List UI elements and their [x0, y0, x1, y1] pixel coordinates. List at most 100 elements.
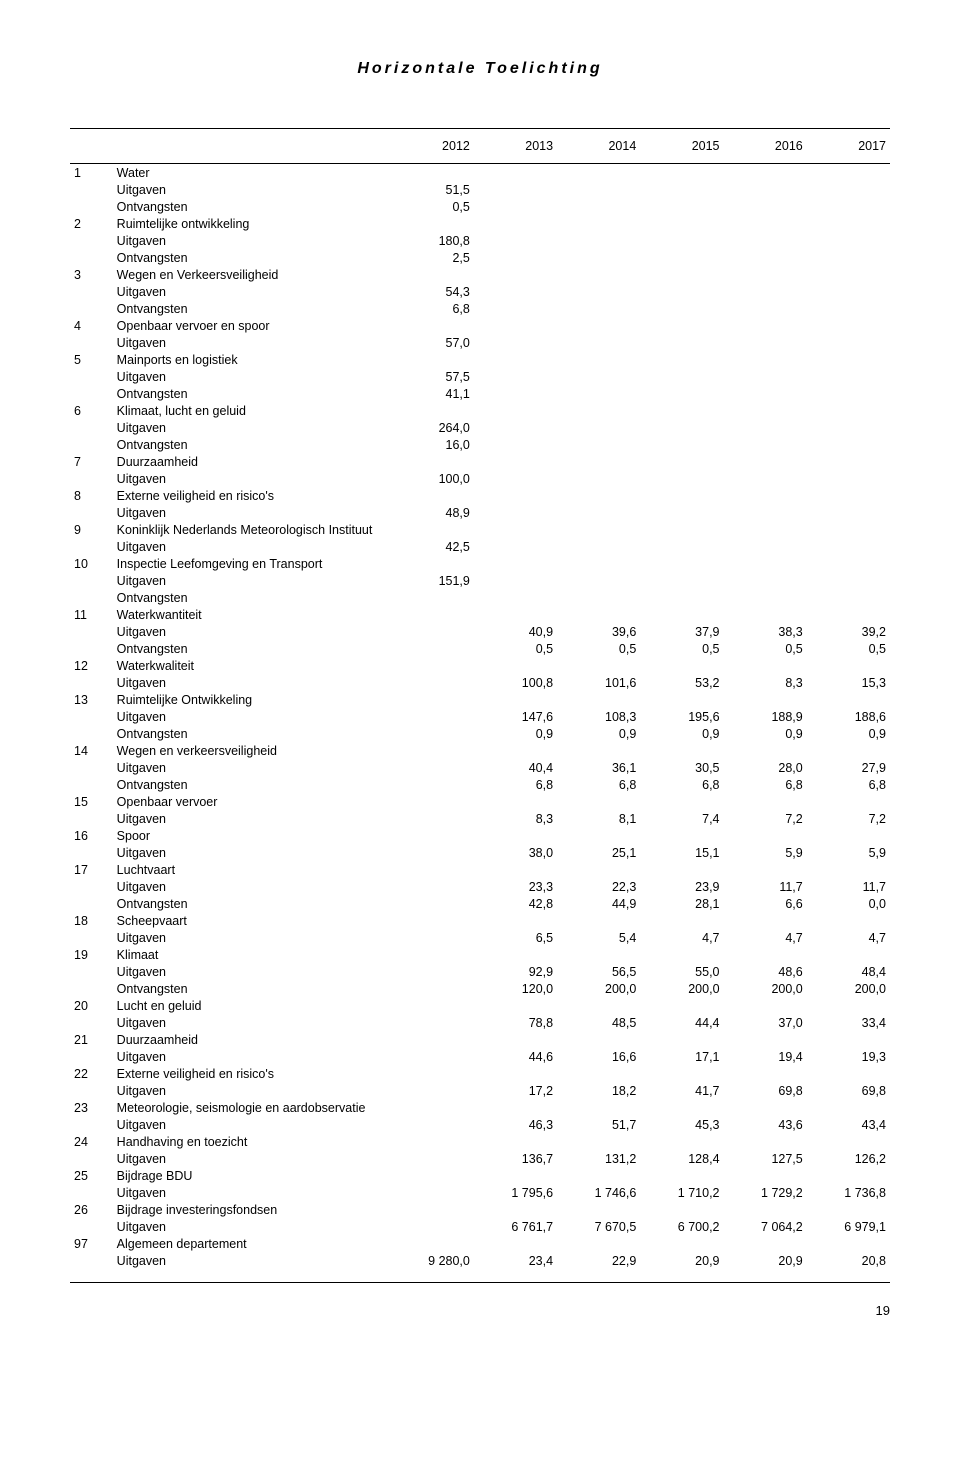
cell-value: 38,0 — [474, 844, 557, 861]
cell-value: 45,3 — [640, 1116, 723, 1133]
cell-value: 43,6 — [724, 1116, 807, 1133]
cell-value: 28,0 — [724, 759, 807, 776]
row-label: Ontvangsten — [113, 300, 391, 317]
cell-value — [474, 317, 557, 334]
cell-value: 0,9 — [724, 725, 807, 742]
cell-value — [807, 946, 890, 963]
cell-value — [391, 1167, 474, 1184]
cell-value — [557, 351, 640, 368]
row-number: 6 — [70, 402, 113, 419]
cell-value — [474, 997, 557, 1014]
cell-value — [640, 215, 723, 232]
cell-value: 39,2 — [807, 623, 890, 640]
table-row: Uitgaven147,6108,3195,6188,9188,6 — [70, 708, 890, 725]
row-number — [70, 198, 113, 215]
row-label: Uitgaven — [113, 929, 391, 946]
cell-value: 7,2 — [807, 810, 890, 827]
cell-value — [557, 1031, 640, 1048]
year-header: 2017 — [807, 129, 890, 164]
row-label: Openbaar vervoer — [113, 793, 391, 810]
row-label: Uitgaven — [113, 1116, 391, 1133]
cell-value — [640, 555, 723, 572]
cell-value: 38,3 — [724, 623, 807, 640]
cell-value: 20,8 — [807, 1252, 890, 1282]
cell-value: 0,9 — [474, 725, 557, 742]
cell-value — [474, 827, 557, 844]
row-label: Uitgaven — [113, 368, 391, 385]
table-row: Uitgaven136,7131,2128,4127,5126,2 — [70, 1150, 890, 1167]
cell-value: 195,6 — [640, 708, 723, 725]
cell-value — [474, 436, 557, 453]
row-label: Externe veiligheid en risico's — [113, 487, 391, 504]
row-label: Uitgaven — [113, 1014, 391, 1031]
row-label: Bijdrage investeringsfondsen — [113, 1201, 391, 1218]
cell-value — [474, 232, 557, 249]
table-row: 3Wegen en Verkeersveiligheid — [70, 266, 890, 283]
table-row: Ontvangsten6,86,86,86,86,8 — [70, 776, 890, 793]
table-row: 20Lucht en geluid — [70, 997, 890, 1014]
cell-value — [807, 334, 890, 351]
table-row: 1Water — [70, 164, 890, 182]
cell-value: 6,8 — [724, 776, 807, 793]
cell-value — [391, 980, 474, 997]
cell-value — [807, 181, 890, 198]
cell-value — [807, 266, 890, 283]
cell-value — [557, 521, 640, 538]
cell-value: 92,9 — [474, 963, 557, 980]
table-row: Uitgaven6,55,44,74,74,7 — [70, 929, 890, 946]
cell-value — [474, 487, 557, 504]
cell-value: 5,9 — [807, 844, 890, 861]
row-label: Uitgaven — [113, 759, 391, 776]
cell-value: 44,4 — [640, 1014, 723, 1031]
table-row: 9Koninklijk Nederlands Meteorologisch In… — [70, 521, 890, 538]
cell-value — [807, 793, 890, 810]
cell-value — [391, 640, 474, 657]
cell-value: 6 700,2 — [640, 1218, 723, 1235]
cell-value: 6,8 — [640, 776, 723, 793]
row-label: Handhaving en toezicht — [113, 1133, 391, 1150]
cell-value — [391, 946, 474, 963]
cell-value — [391, 1065, 474, 1082]
cell-value — [474, 572, 557, 589]
cell-value — [557, 793, 640, 810]
cell-value: 8,1 — [557, 810, 640, 827]
cell-value — [640, 249, 723, 266]
table-row: 2Ruimtelijke ontwikkeling — [70, 215, 890, 232]
table-row: 8Externe veiligheid en risico's — [70, 487, 890, 504]
table-row: Uitgaven6 761,77 670,56 700,27 064,26 97… — [70, 1218, 890, 1235]
cell-value: 1 729,2 — [724, 1184, 807, 1201]
cell-value: 15,1 — [640, 844, 723, 861]
cell-value — [474, 742, 557, 759]
cell-value: 9 280,0 — [391, 1252, 474, 1282]
year-header: 2014 — [557, 129, 640, 164]
cell-value — [474, 198, 557, 215]
cell-value — [474, 1133, 557, 1150]
cell-value: 0,5 — [640, 640, 723, 657]
cell-value — [557, 1065, 640, 1082]
row-number — [70, 963, 113, 980]
cell-value — [557, 1099, 640, 1116]
cell-value — [724, 249, 807, 266]
cell-value: 46,3 — [474, 1116, 557, 1133]
table-row: 18Scheepvaart — [70, 912, 890, 929]
cell-value — [557, 266, 640, 283]
cell-value: 39,6 — [557, 623, 640, 640]
cell-value: 78,8 — [474, 1014, 557, 1031]
cell-value: 7 670,5 — [557, 1218, 640, 1235]
row-number: 23 — [70, 1099, 113, 1116]
row-label: Bijdrage BDU — [113, 1167, 391, 1184]
table-row: Ontvangsten6,8 — [70, 300, 890, 317]
cell-value — [391, 606, 474, 623]
cell-value: 188,6 — [807, 708, 890, 725]
row-number — [70, 1150, 113, 1167]
cell-value — [807, 521, 890, 538]
cell-value — [474, 453, 557, 470]
cell-value — [474, 419, 557, 436]
cell-value: 48,9 — [391, 504, 474, 521]
row-label: Koninklijk Nederlands Meteorologisch Ins… — [113, 521, 391, 538]
cell-value: 100,8 — [474, 674, 557, 691]
cell-value — [391, 453, 474, 470]
cell-value — [640, 912, 723, 929]
row-label: Klimaat, lucht en geluid — [113, 402, 391, 419]
cell-value — [807, 912, 890, 929]
